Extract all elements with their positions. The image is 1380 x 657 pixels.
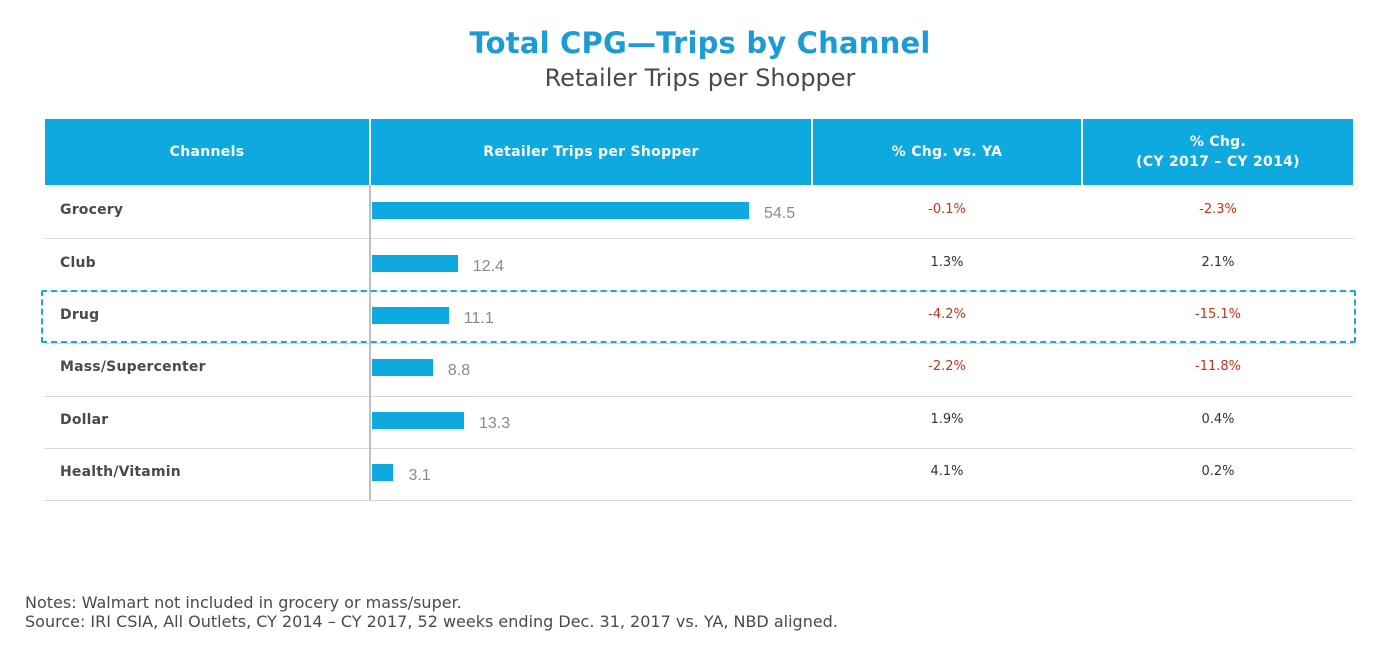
header-separator [1081, 119, 1083, 185]
bar [372, 359, 433, 377]
chg-vs-ya-value: -2.2% [928, 359, 966, 375]
row-label: Dollar [60, 411, 109, 428]
bar-value-label: 12.4 [472, 257, 504, 275]
row-label: Health/Vitamin [60, 464, 181, 481]
chg-cy-value: 0.2% [1201, 464, 1235, 480]
bar [372, 411, 464, 429]
header-channels-label: Channels [169, 144, 245, 160]
chg-cy-value: -15.1% [1195, 307, 1241, 322]
bar-value-label: 54.5 [764, 205, 796, 223]
bar-value-label: 8.8 [447, 362, 471, 380]
chg-cy-value: -11.8% [1195, 359, 1241, 375]
chg-vs-ya-value: -0.1% [928, 202, 966, 218]
header-chg-cy-line2: (CY 2017 – CY 2014) [1136, 154, 1300, 170]
bar-value-label: 13.3 [479, 414, 511, 432]
row-divider [45, 238, 1353, 239]
chg-vs-ya-value: 1.3% [930, 254, 964, 270]
chg-cy-value: 2.1% [1201, 254, 1235, 270]
header-chg-ya-label: % Chg. vs. YA [891, 144, 1003, 160]
header-channels: Channels [45, 119, 369, 185]
row-label: Grocery [60, 202, 124, 219]
chart-title: Total CPG—Trips by Channel [469, 26, 931, 60]
chg-cy-value: 0.4% [1201, 411, 1235, 427]
header-chg-cy-line1: % Chg. [1189, 134, 1247, 150]
bar [372, 307, 449, 324]
row-divider [45, 396, 1353, 397]
header-trips-label: Retailer Trips per Shopper [483, 144, 699, 160]
header-separator [369, 119, 371, 185]
header-trips: Retailer Trips per Shopper [371, 119, 811, 185]
footnotes: Notes: Walmart not included in grocery o… [25, 593, 838, 631]
notes-line: Notes: Walmart not included in grocery o… [25, 593, 462, 612]
header-chg-cy: % Chg. (CY 2017 – CY 2014) [1083, 119, 1353, 185]
row-label: Mass/Supercenter [60, 359, 206, 376]
source-line: Source: IRI CSIA, All Outlets, CY 2014 –… [25, 612, 838, 631]
chg-vs-ya-value: 1.9% [930, 411, 964, 427]
chg-cy-value: -2.3% [1199, 202, 1237, 218]
chg-vs-ya-value: 4.1% [930, 464, 964, 480]
row-divider [45, 448, 1353, 449]
row-label: Club [60, 254, 96, 271]
header-separator [811, 119, 813, 185]
chg-vs-ya-value: -4.2% [928, 307, 966, 322]
bar-value-label: 3.1 [408, 467, 431, 485]
bar [372, 254, 458, 272]
header-chg-ya: % Chg. vs. YA [813, 119, 1081, 185]
row-divider [45, 343, 1353, 344]
bar-value-label: 11.1 [463, 310, 494, 327]
chart-subtitle: Retailer Trips per Shopper [544, 64, 856, 92]
highlight-box [41, 290, 1356, 343]
bar [372, 202, 749, 220]
row-divider [45, 500, 1353, 501]
row-label: Drug [60, 307, 100, 323]
bar [372, 464, 394, 482]
